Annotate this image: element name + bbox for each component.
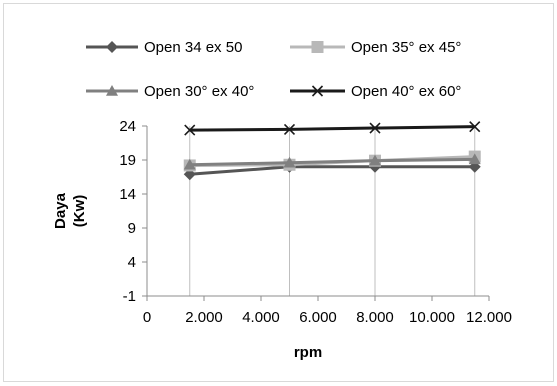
chart-border bbox=[3, 3, 554, 382]
legend-marker bbox=[311, 41, 324, 53]
legend-label: Open 35° ex 45° bbox=[351, 39, 461, 56]
legend-item-4: Open 40° ex 60° bbox=[290, 83, 461, 100]
axes: -1 4 9 14 19 24 0 2.000 4.000 6.000 8.000 10.000 12.… bbox=[52, 118, 512, 361]
series-3 bbox=[183, 153, 481, 170]
legend-item-2: Open 35° ex 45° bbox=[290, 39, 461, 56]
x-tick-label: 8.000 bbox=[356, 309, 394, 326]
x-tick-label: 6.000 bbox=[299, 309, 337, 326]
series-line bbox=[189, 165, 475, 176]
x-axis-title: rpm bbox=[294, 344, 322, 361]
data-point bbox=[183, 158, 196, 170]
legend-label: Open 30° ex 40° bbox=[144, 83, 254, 100]
y-tick-label: -1 bbox=[123, 288, 136, 305]
series-line bbox=[189, 157, 475, 167]
gridlines bbox=[189, 126, 476, 296]
y-tick-label: 24 bbox=[119, 118, 136, 135]
x-tick-label: 12.000 bbox=[466, 309, 512, 326]
legend-label: Open 34 ex 50 bbox=[144, 39, 242, 56]
legend-item-3: Open 30° ex 40° bbox=[86, 83, 254, 100]
legend-marker bbox=[311, 85, 324, 97]
data-point bbox=[283, 123, 296, 135]
series-line bbox=[189, 125, 475, 132]
data-point bbox=[283, 156, 296, 168]
series-group bbox=[183, 121, 481, 181]
y-tick-label: 19 bbox=[119, 152, 136, 169]
legend-item-1: Open 34 ex 50 bbox=[86, 39, 242, 56]
legend-label: Open 40° ex 60° bbox=[351, 83, 461, 100]
legend-marker bbox=[106, 85, 118, 96]
y-tick-label: 4 bbox=[128, 254, 136, 271]
y-axis-title-line: (Kw) bbox=[71, 195, 88, 228]
x-tick-label: 10.000 bbox=[409, 309, 455, 326]
data-point bbox=[469, 121, 481, 133]
data-point bbox=[468, 153, 481, 165]
series-4 bbox=[184, 121, 481, 136]
x-tick-label: 4.000 bbox=[242, 309, 280, 326]
y-axis-title: Daya (Kw) bbox=[52, 192, 88, 229]
y-tick-label: 9 bbox=[128, 220, 136, 237]
y-tick-label: 14 bbox=[119, 186, 136, 203]
data-point bbox=[184, 124, 196, 136]
legend: Open 34 ex 50 Open 35° ex 45° Open 30° ex … bbox=[86, 39, 461, 100]
x-tick-label: 0 bbox=[143, 309, 151, 326]
legend-marker bbox=[106, 41, 118, 53]
x-tick-label: 2.000 bbox=[185, 309, 223, 326]
data-point bbox=[369, 154, 381, 166]
data-point bbox=[369, 122, 381, 134]
y-axis-title-line: Daya bbox=[52, 192, 69, 229]
